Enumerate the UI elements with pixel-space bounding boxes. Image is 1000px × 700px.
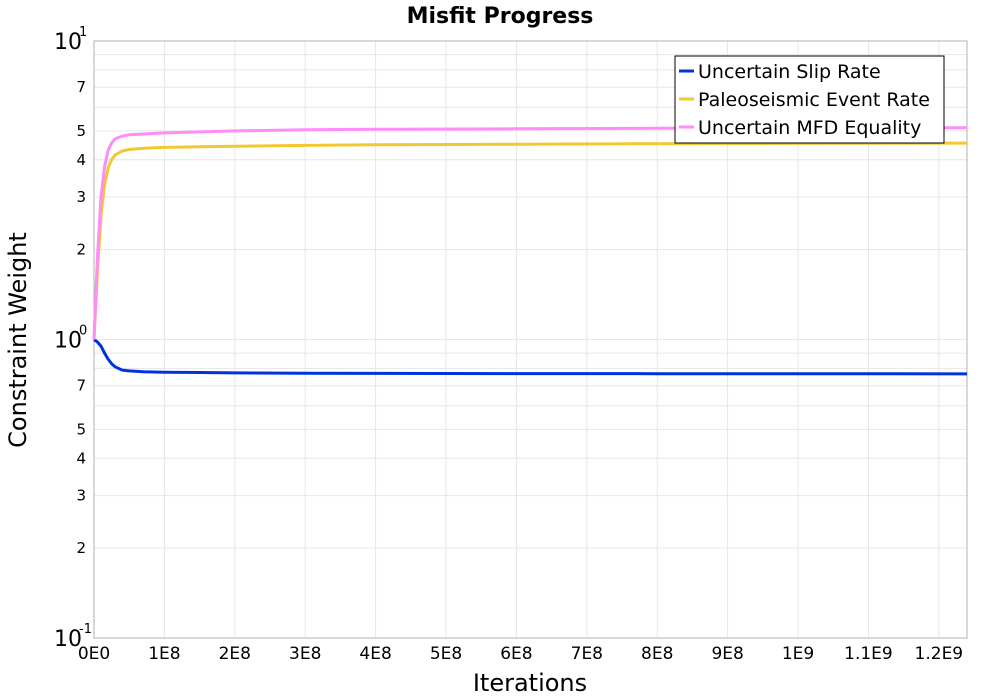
y-minor-tick-label: 2 [76, 241, 86, 259]
legend-label-slip-rate: Uncertain Slip Rate [698, 61, 881, 83]
x-tick-label: 7E8 [571, 644, 603, 664]
y-minor-tick-label: 5 [76, 420, 86, 438]
x-tick-label: 2E8 [219, 644, 251, 664]
y-minor-tick-label: 3 [76, 188, 86, 206]
y-major-tick-base: 10 [54, 329, 82, 354]
x-tick-label: 1E8 [148, 644, 180, 664]
x-tick-label: 8E8 [641, 644, 673, 664]
x-tick-label: 9E8 [711, 644, 743, 664]
y-minor-tick-label: 7 [76, 78, 86, 96]
x-tick-label: 0E0 [78, 644, 110, 664]
x-tick-label: 1.2E9 [915, 644, 964, 664]
legend-label-paleoseismic: Paleoseismic Event Rate [698, 89, 930, 111]
y-major-tick-base: 10 [54, 30, 82, 55]
legend: Uncertain Slip Rate Paleoseismic Event R… [674, 55, 945, 144]
y-minor-tick-label: 4 [76, 449, 86, 467]
y-minor-tick-label: 2 [76, 539, 86, 557]
series-lines [92, 126, 968, 376]
y-major-tick-exponent: -1 [79, 622, 92, 637]
x-tick-label: 1.1E9 [844, 644, 893, 664]
x-tick-label: 3E8 [289, 644, 321, 664]
x-tick-label: 4E8 [359, 644, 391, 664]
y-major-tick-base: 10 [54, 627, 82, 652]
y-axis-label: Constraint Weight [4, 232, 32, 448]
y-minor-tick-label: 5 [76, 122, 86, 140]
chart-title: Misfit Progress [407, 4, 594, 29]
y-major-tick-exponent: 1 [79, 25, 87, 40]
legend-label-mfd-equality: Uncertain MFD Equality [698, 117, 921, 139]
y-minor-tick-label: 7 [76, 377, 86, 395]
series-line-1 [92, 141, 968, 340]
x-tick-label: 1E9 [782, 644, 814, 664]
legend-box [674, 55, 945, 144]
x-tick-label: 6E8 [500, 644, 532, 664]
y-minor-tick-label: 4 [76, 151, 86, 169]
series-line-2 [92, 126, 968, 340]
series-line-0 [93, 338, 968, 376]
x-tick-label: 5E8 [430, 644, 462, 664]
x-axis-ticks: 0E0 1E8 2E8 3E8 4E8 5E8 6E8 7E8 8E8 9E8 1E9 1.1E9 1.… [78, 644, 963, 664]
y-minor-tick-label: 3 [76, 487, 86, 505]
y-major-tick-exponent: 0 [79, 324, 87, 339]
x-axis-label: Iterations [473, 669, 587, 697]
